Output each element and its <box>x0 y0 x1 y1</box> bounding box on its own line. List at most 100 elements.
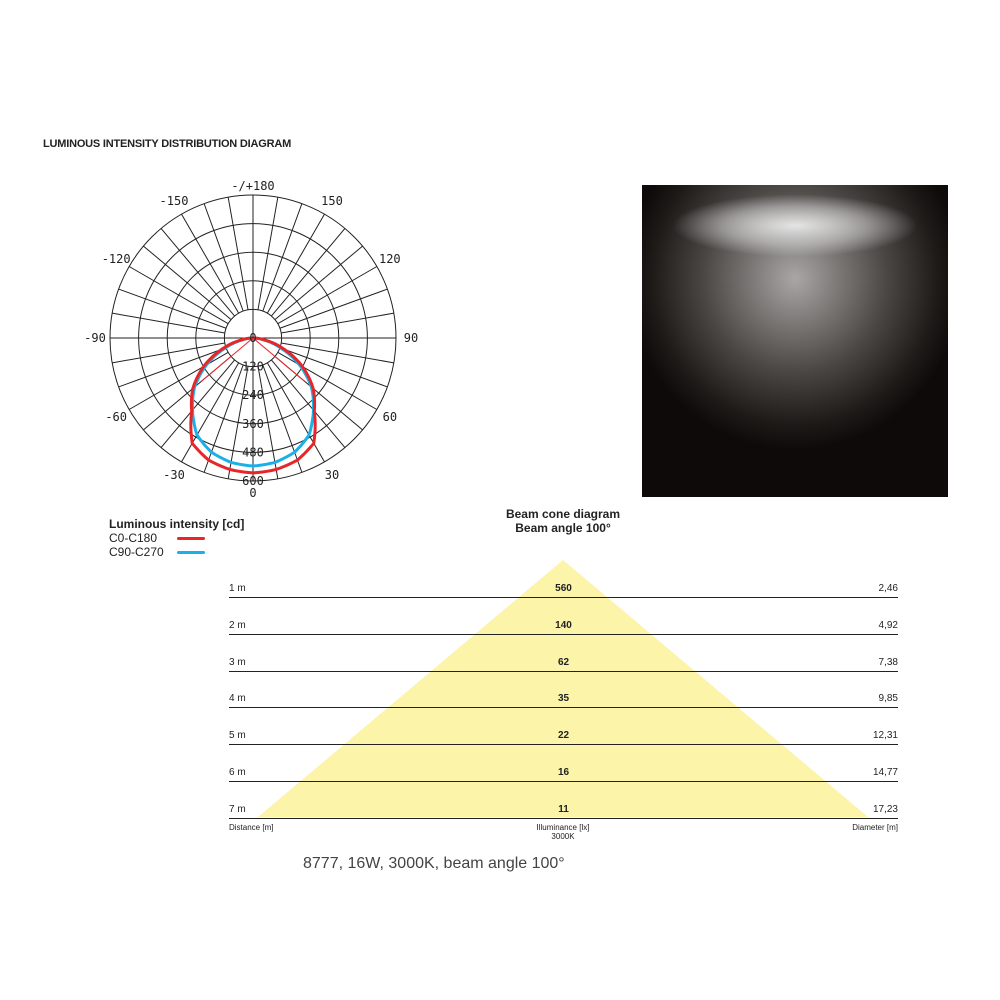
polar-radial-line <box>257 366 279 479</box>
polar-radial-line <box>281 312 394 334</box>
polar-radial-line <box>279 347 388 388</box>
angle-label: 150 <box>321 194 343 208</box>
distance-value: 4 m <box>229 693 246 705</box>
product-caption: 8777, 16W, 3000K, beam angle 100° <box>303 855 565 872</box>
polar-radial-line <box>271 359 346 448</box>
polar-radial-line <box>274 245 363 320</box>
polar-radial-line <box>112 342 225 364</box>
angle-label: 120 <box>379 252 401 266</box>
illuminance-value: 11 <box>558 803 569 815</box>
beam-row: 6 m 16 14,77 <box>229 744 898 782</box>
illuminance-value: 16 <box>557 767 570 778</box>
beam-angle-line <box>252 337 305 382</box>
legend-label: C0-C180 <box>109 531 158 545</box>
illuminance-value: 560 <box>555 583 572 594</box>
angle-label: 0 <box>249 486 256 500</box>
illuminance-value: 62 <box>557 656 570 668</box>
illuminance-label: Illuminance [lx] <box>536 823 590 832</box>
beam-row: 7 m 11 17,23 <box>229 781 898 819</box>
polar-radial-line <box>266 362 325 463</box>
polar-radial-line <box>279 288 388 329</box>
polar-radial-line <box>203 203 244 312</box>
ring-label: 240 <box>242 388 264 402</box>
diameter-value: 14,77 <box>872 767 898 778</box>
angle-label: -120 <box>102 252 131 266</box>
diameter-value: 9,85 <box>878 693 898 705</box>
beam-cone-heading: Beam cone diagram <box>505 507 621 521</box>
angle-label: -150 <box>160 194 189 208</box>
polar-radial-line <box>181 362 240 463</box>
beam-row: 4 m 35 9,85 <box>229 670 898 709</box>
polar-radial-line <box>118 347 227 388</box>
cct-label: 3000K <box>551 832 575 841</box>
legend-swatch-red <box>177 536 205 540</box>
distance-value: 7 m <box>229 803 246 815</box>
polar-radial-line <box>128 351 229 410</box>
polar-radial-line <box>203 364 244 473</box>
polar-radial-line <box>262 203 303 312</box>
polar-radial-line <box>112 312 225 334</box>
polar-radial-line <box>262 364 303 473</box>
polar-radial-line <box>118 288 227 329</box>
intensity-curve-c0-c180 <box>189 336 317 475</box>
polar-intensity-chart: 0120240360480600-/+180150-150120-12090-9… <box>84 179 418 500</box>
light-distribution-photo <box>642 185 948 497</box>
ring-label: 600 <box>242 474 264 488</box>
polar-radial-line <box>181 213 240 314</box>
beam-angle-line <box>201 337 254 382</box>
beam-row: 1 m 560 2,46 <box>229 560 898 598</box>
angle-label: 30 <box>325 468 339 482</box>
diagram-title: LUMINOUS INTENSITY DISTRIBUTION DIAGRAM <box>43 138 292 150</box>
legend: Luminous intensity [cd] C0-C180 C90-C270 <box>109 517 244 559</box>
diameter-value: 7,38 <box>878 656 898 668</box>
legend-item-c90-c270: C90-C270 <box>109 545 244 559</box>
beam-row: 5 m 22 12,31 <box>229 707 898 746</box>
ring-label: 480 <box>242 445 264 459</box>
beam-angle-label: Beam angle 100° <box>515 521 611 535</box>
diameter-value: 17,23 <box>872 803 898 815</box>
illuminance-value: 22 <box>557 730 570 742</box>
diameter-axis-label: Diameter [m] <box>852 823 898 832</box>
beam-row: 3 m 62 7,38 <box>229 634 898 672</box>
polar-radial-line <box>227 366 249 479</box>
polar-radial-line <box>277 351 378 410</box>
distance-value: 2 m <box>229 619 246 631</box>
diameter-value: 4,92 <box>878 619 898 631</box>
ring-label: 120 <box>242 360 264 374</box>
diameter-value: 2,46 <box>878 583 898 594</box>
distance-value: 3 m <box>229 656 246 668</box>
polar-radial-line <box>160 359 235 448</box>
beam-cone-title: Beam cone diagram Beam angle 100° <box>463 507 663 535</box>
legend-swatch-blue <box>177 550 205 554</box>
diameter-value: 12,31 <box>872 730 898 742</box>
polar-radial-line <box>257 197 279 310</box>
ring-label: 0 <box>249 331 256 345</box>
distance-value: 6 m <box>229 767 246 778</box>
angle-label: 60 <box>383 410 397 424</box>
ring-label: 360 <box>242 417 264 431</box>
distance-axis-label: Distance [m] <box>229 823 274 832</box>
distance-value: 5 m <box>229 730 246 742</box>
legend-item-c0-c180: C0-C180 <box>109 531 244 545</box>
angle-label: -90 <box>84 331 106 345</box>
angle-label: 90 <box>404 331 418 345</box>
angle-label: -/+180 <box>231 179 274 193</box>
polar-radial-line <box>277 266 378 325</box>
beam-cone-triangle <box>258 560 868 817</box>
polar-radial-line <box>271 228 346 317</box>
legend-title: Luminous intensity [cd] <box>109 517 245 531</box>
polar-radial-line <box>266 213 325 314</box>
angle-label: -60 <box>105 410 127 424</box>
legend-label: C90-C270 <box>109 545 164 559</box>
angle-label: -30 <box>163 468 185 482</box>
polar-radial-line <box>128 266 229 325</box>
polar-radial-line <box>281 342 394 364</box>
polar-radial-line <box>160 228 235 317</box>
illuminance-axis-label: Illuminance [lx] 3000K <box>463 823 663 841</box>
beam-row: 2 m 140 4,92 <box>229 597 898 635</box>
polar-radial-line <box>227 197 249 310</box>
polar-radial-line <box>143 245 232 320</box>
illuminance-value: 140 <box>555 619 572 631</box>
illuminance-value: 35 <box>557 693 570 705</box>
